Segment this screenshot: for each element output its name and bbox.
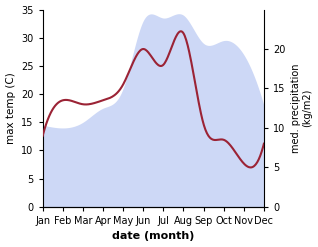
X-axis label: date (month): date (month): [112, 231, 194, 242]
Y-axis label: med. precipitation
(kg/m2): med. precipitation (kg/m2): [291, 63, 313, 153]
Y-axis label: max temp (C): max temp (C): [5, 72, 16, 144]
